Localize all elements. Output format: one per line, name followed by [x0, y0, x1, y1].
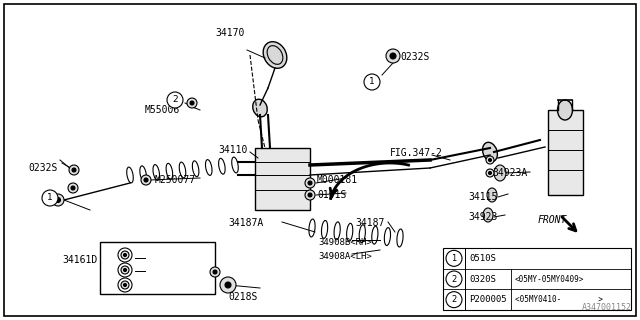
Text: 2: 2: [172, 95, 178, 105]
Ellipse shape: [263, 42, 287, 68]
Circle shape: [121, 281, 129, 289]
Text: M000181: M000181: [317, 175, 358, 185]
Text: 0232S: 0232S: [28, 163, 58, 173]
Bar: [443, 248, 631, 310]
Circle shape: [213, 270, 217, 274]
Circle shape: [71, 186, 75, 190]
Circle shape: [69, 165, 79, 175]
Circle shape: [486, 156, 494, 164]
Text: P200005: P200005: [469, 295, 507, 304]
Ellipse shape: [494, 165, 506, 181]
Text: 34908A<LH>: 34908A<LH>: [318, 252, 372, 261]
Circle shape: [390, 53, 396, 59]
Circle shape: [486, 169, 494, 177]
Text: 2: 2: [451, 275, 456, 284]
Text: 34923A: 34923A: [492, 168, 527, 178]
Text: 34187A: 34187A: [228, 218, 263, 228]
Ellipse shape: [253, 99, 268, 117]
Text: 0510S: 0510S: [469, 254, 496, 263]
Text: <05MY0410-        >: <05MY0410- >: [515, 295, 603, 304]
Text: 34908B<RH>: 34908B<RH>: [318, 238, 372, 247]
Circle shape: [141, 175, 151, 185]
Text: FRONT: FRONT: [538, 215, 568, 225]
Circle shape: [446, 271, 462, 287]
Ellipse shape: [483, 142, 497, 162]
Circle shape: [488, 172, 492, 174]
Text: 34923: 34923: [468, 212, 497, 222]
Circle shape: [364, 74, 380, 90]
Circle shape: [386, 49, 400, 63]
Circle shape: [72, 168, 76, 172]
Text: 0320S: 0320S: [469, 275, 496, 284]
Circle shape: [121, 251, 129, 259]
Circle shape: [488, 158, 492, 162]
Circle shape: [124, 253, 127, 257]
Circle shape: [118, 278, 132, 292]
Circle shape: [56, 197, 61, 203]
Circle shape: [118, 248, 132, 262]
Circle shape: [190, 101, 194, 105]
Ellipse shape: [483, 208, 493, 222]
Text: 0218S: 0218S: [228, 292, 257, 302]
Circle shape: [68, 183, 78, 193]
Text: 0101S: 0101S: [317, 190, 346, 200]
Circle shape: [446, 250, 462, 266]
Ellipse shape: [557, 100, 573, 120]
Circle shape: [308, 181, 312, 185]
Circle shape: [52, 194, 64, 206]
Circle shape: [308, 193, 312, 197]
Text: 0232S: 0232S: [400, 52, 429, 62]
Text: 1: 1: [451, 254, 456, 263]
Circle shape: [124, 268, 127, 271]
Bar: [255, 148, 310, 210]
Bar: [548, 110, 583, 195]
Text: M55006: M55006: [145, 105, 180, 115]
Circle shape: [167, 92, 183, 108]
Circle shape: [187, 98, 197, 108]
Text: A347001152: A347001152: [582, 303, 632, 312]
Bar: [100, 242, 215, 294]
Text: M250077: M250077: [155, 175, 196, 185]
Circle shape: [305, 178, 315, 188]
Text: 1: 1: [47, 194, 53, 203]
Text: 2: 2: [451, 295, 456, 304]
Circle shape: [144, 178, 148, 182]
Circle shape: [225, 282, 231, 288]
Circle shape: [220, 277, 236, 293]
Circle shape: [210, 267, 220, 277]
Text: 34170: 34170: [215, 28, 244, 38]
Text: 34187: 34187: [355, 218, 385, 228]
Text: FIG.347-2: FIG.347-2: [390, 148, 443, 158]
Circle shape: [124, 284, 127, 286]
Ellipse shape: [487, 188, 497, 202]
Text: 1: 1: [369, 77, 375, 86]
Text: 34115: 34115: [468, 192, 497, 202]
Text: <05MY-05MY0409>: <05MY-05MY0409>: [515, 275, 584, 284]
Circle shape: [305, 190, 315, 200]
Text: 34161D: 34161D: [62, 255, 97, 265]
Circle shape: [118, 263, 132, 277]
Circle shape: [42, 190, 58, 206]
Text: 34110: 34110: [218, 145, 248, 155]
Circle shape: [121, 266, 129, 274]
Circle shape: [446, 292, 462, 308]
